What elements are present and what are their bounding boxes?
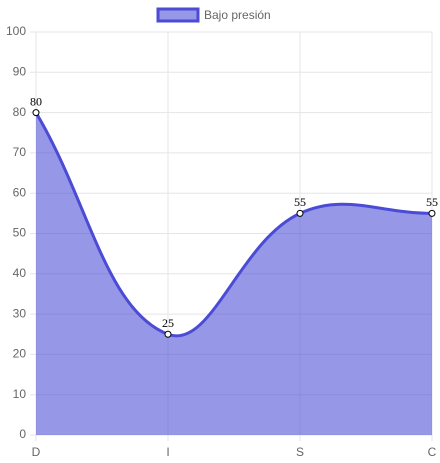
y-tick-label: 70 bbox=[13, 145, 27, 159]
y-tick-label: 40 bbox=[13, 266, 27, 280]
line bbox=[34, 111, 433, 338]
x-tick-label: C bbox=[428, 445, 437, 459]
point bbox=[164, 330, 172, 338]
data-label: 55 bbox=[426, 195, 438, 209]
point bbox=[428, 209, 436, 217]
y-tick-label: 80 bbox=[13, 105, 27, 119]
y-tick-label: 30 bbox=[13, 306, 27, 320]
x-tick-label: S bbox=[296, 445, 304, 459]
legend-swatch[interactable] bbox=[156, 7, 200, 23]
y-tick-label: 60 bbox=[13, 185, 27, 199]
data-label: 55 bbox=[294, 195, 306, 209]
point bbox=[296, 209, 304, 217]
y-tick-label: 10 bbox=[13, 387, 27, 401]
y-tick-label: 100 bbox=[6, 24, 26, 38]
legend-label[interactable]: Bajo presión bbox=[204, 8, 271, 22]
x-tick-label: I bbox=[166, 445, 169, 459]
y-tick-label: 20 bbox=[13, 347, 27, 361]
data-label: 80 bbox=[30, 94, 42, 108]
data-label: 25 bbox=[162, 316, 174, 330]
point bbox=[32, 109, 40, 117]
x-tick-label: D bbox=[32, 445, 41, 459]
area bbox=[36, 112, 432, 435]
legend[interactable]: Bajo presión bbox=[156, 7, 271, 23]
y-tick-label: 50 bbox=[13, 226, 27, 240]
y-tick-label: 90 bbox=[13, 64, 27, 78]
y-tick-label: 0 bbox=[19, 427, 26, 441]
